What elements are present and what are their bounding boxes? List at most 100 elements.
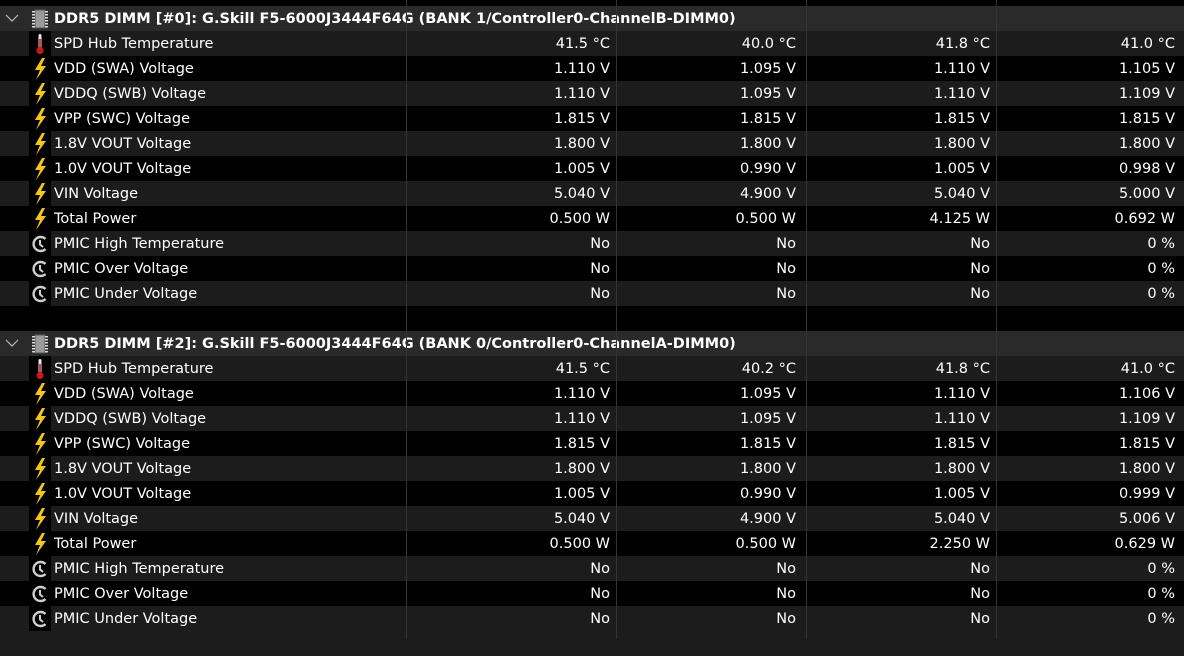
clock-icon <box>29 281 51 306</box>
sensor-label: VDDQ (SWB) Voltage <box>54 85 207 102</box>
maximum-value: No <box>970 585 990 602</box>
lightning-icon <box>29 431 51 456</box>
clock-icon <box>29 556 51 581</box>
sensor-row[interactable]: VIN Voltage 5.040 V 4.900 V 5.040 V 5.00… <box>0 181 1184 206</box>
lightning-icon <box>29 481 51 506</box>
sensor-label: VDDQ (SWB) Voltage <box>54 410 207 427</box>
maximum-value: 1.815 V <box>933 435 990 452</box>
minimum-value: 1.800 V <box>739 460 796 477</box>
current-value: 1.110 V <box>553 85 610 102</box>
average-value: 5.006 V <box>1118 510 1175 527</box>
average-value: 0 % <box>1147 285 1175 302</box>
sensor-row[interactable]: PMIC Under Voltage No No No 0 % <box>0 281 1184 306</box>
sensor-row[interactable]: Total Power 0.500 W 0.500 W 2.250 W 0.62… <box>0 531 1184 556</box>
chevron-down-icon[interactable] <box>4 10 20 26</box>
sensor-row[interactable]: Total Power 0.500 W 0.500 W 4.125 W 0.69… <box>0 206 1184 231</box>
average-value: 0 % <box>1147 585 1175 602</box>
sensor-row[interactable]: VPP (SWC) Voltage 1.815 V 1.815 V 1.815 … <box>0 431 1184 456</box>
maximum-value: 5.040 V <box>933 185 990 202</box>
maximum-value: No <box>970 560 990 577</box>
current-value: No <box>590 260 610 277</box>
average-value: 0 % <box>1147 235 1175 252</box>
average-value: 0.692 W <box>1114 210 1175 227</box>
lightning-icon <box>29 131 51 156</box>
current-value: 0.500 W <box>549 535 610 552</box>
average-value: 0 % <box>1147 610 1175 627</box>
sensor-label: PMIC Under Voltage <box>54 285 198 302</box>
current-value: No <box>590 560 610 577</box>
sensor-row[interactable]: VPP (SWC) Voltage 1.815 V 1.815 V 1.815 … <box>0 106 1184 131</box>
current-value: 1.815 V <box>553 110 610 127</box>
minimum-value: 0.500 W <box>735 535 796 552</box>
sensor-row[interactable]: 1.8V VOUT Voltage 1.800 V 1.800 V 1.800 … <box>0 456 1184 481</box>
lightning-icon <box>29 506 51 531</box>
maximum-value: 1.110 V <box>933 385 990 402</box>
column-divider[interactable] <box>406 0 407 639</box>
device-header-row[interactable]: DDR5 DIMM [#0]: G.Skill F5-6000J3444F64G… <box>0 6 1184 31</box>
current-value: No <box>590 610 610 627</box>
thermometer-icon <box>29 356 51 381</box>
sensor-label: PMIC Under Voltage <box>54 610 198 627</box>
maximum-value: No <box>970 260 990 277</box>
column-divider[interactable] <box>806 0 807 639</box>
sensor-row[interactable]: 1.0V VOUT Voltage 1.005 V 0.990 V 1.005 … <box>0 481 1184 506</box>
sensor-row[interactable]: VDD (SWA) Voltage 1.110 V 1.095 V 1.110 … <box>0 56 1184 81</box>
sensor-row[interactable]: PMIC Over Voltage No No No 0 % <box>0 256 1184 281</box>
column-divider[interactable] <box>616 0 617 639</box>
average-value: 0 % <box>1147 260 1175 277</box>
maximum-value: No <box>970 610 990 627</box>
current-value: 1.110 V <box>553 60 610 77</box>
average-value: 41.0 °C <box>1120 35 1175 52</box>
minimum-value: 1.095 V <box>739 385 796 402</box>
lightning-icon <box>29 456 51 481</box>
maximum-value: No <box>970 285 990 302</box>
sensor-row[interactable]: VDD (SWA) Voltage 1.110 V 1.095 V 1.110 … <box>0 381 1184 406</box>
sensor-row[interactable]: VDDQ (SWB) Voltage 1.110 V 1.095 V 1.110… <box>0 406 1184 431</box>
lightning-icon <box>29 156 51 181</box>
lightning-icon <box>29 106 51 131</box>
lightning-icon <box>29 206 51 231</box>
sensor-label: 1.0V VOUT Voltage <box>54 485 192 502</box>
maximum-value: 4.125 W <box>929 210 990 227</box>
sensor-row[interactable]: PMIC High Temperature No No No 0 % <box>0 556 1184 581</box>
sensor-row[interactable]: PMIC Under Voltage No No No 0 % <box>0 606 1184 631</box>
average-value: 0 % <box>1147 560 1175 577</box>
clock-icon <box>29 256 51 281</box>
column-divider[interactable] <box>996 0 997 639</box>
minimum-value: 1.800 V <box>739 135 796 152</box>
maximum-value: 1.110 V <box>933 60 990 77</box>
sensor-row[interactable]: 1.8V VOUT Voltage 1.800 V 1.800 V 1.800 … <box>0 131 1184 156</box>
maximum-value: 1.800 V <box>933 135 990 152</box>
maximum-value: 41.8 °C <box>935 35 990 52</box>
average-value: 1.109 V <box>1118 85 1175 102</box>
average-value: 1.800 V <box>1118 460 1175 477</box>
device-title: DDR5 DIMM [#0]: G.Skill F5-6000J3444F64G… <box>54 10 736 27</box>
lightning-icon <box>29 531 51 556</box>
average-value: 0.629 W <box>1114 535 1175 552</box>
sensor-row[interactable]: SPD Hub Temperature 41.5 °C 40.0 °C 41.8… <box>0 31 1184 56</box>
sensor-row[interactable]: PMIC Over Voltage No No No 0 % <box>0 581 1184 606</box>
minimum-value: No <box>776 285 796 302</box>
maximum-value: 1.110 V <box>933 410 990 427</box>
minimum-value: 40.0 °C <box>741 35 796 52</box>
average-value: 1.105 V <box>1118 60 1175 77</box>
clock-icon <box>29 581 51 606</box>
sensor-row[interactable]: 1.0V VOUT Voltage 1.005 V 0.990 V 1.005 … <box>0 156 1184 181</box>
sensor-label: SPD Hub Temperature <box>54 35 214 52</box>
sensor-row[interactable]: SPD Hub Temperature 41.5 °C 40.2 °C 41.8… <box>0 356 1184 381</box>
spacer-row <box>0 631 1184 656</box>
top-row-fragment <box>0 0 1184 6</box>
device-header-row[interactable]: DDR5 DIMM [#2]: G.Skill F5-6000J3444F64G… <box>0 331 1184 356</box>
current-value: 1.110 V <box>553 410 610 427</box>
current-value: 1.800 V <box>553 460 610 477</box>
minimum-value: 40.2 °C <box>741 360 796 377</box>
chevron-down-icon[interactable] <box>4 335 20 351</box>
sensor-row[interactable]: PMIC High Temperature No No No 0 % <box>0 231 1184 256</box>
minimum-value: 0.500 W <box>735 210 796 227</box>
sensor-row[interactable]: VDDQ (SWB) Voltage 1.110 V 1.095 V 1.110… <box>0 81 1184 106</box>
maximum-value: No <box>970 235 990 252</box>
average-value: 1.800 V <box>1118 135 1175 152</box>
current-value: 5.040 V <box>553 185 610 202</box>
lightning-icon <box>29 406 51 431</box>
sensor-row[interactable]: VIN Voltage 5.040 V 4.900 V 5.040 V 5.00… <box>0 506 1184 531</box>
